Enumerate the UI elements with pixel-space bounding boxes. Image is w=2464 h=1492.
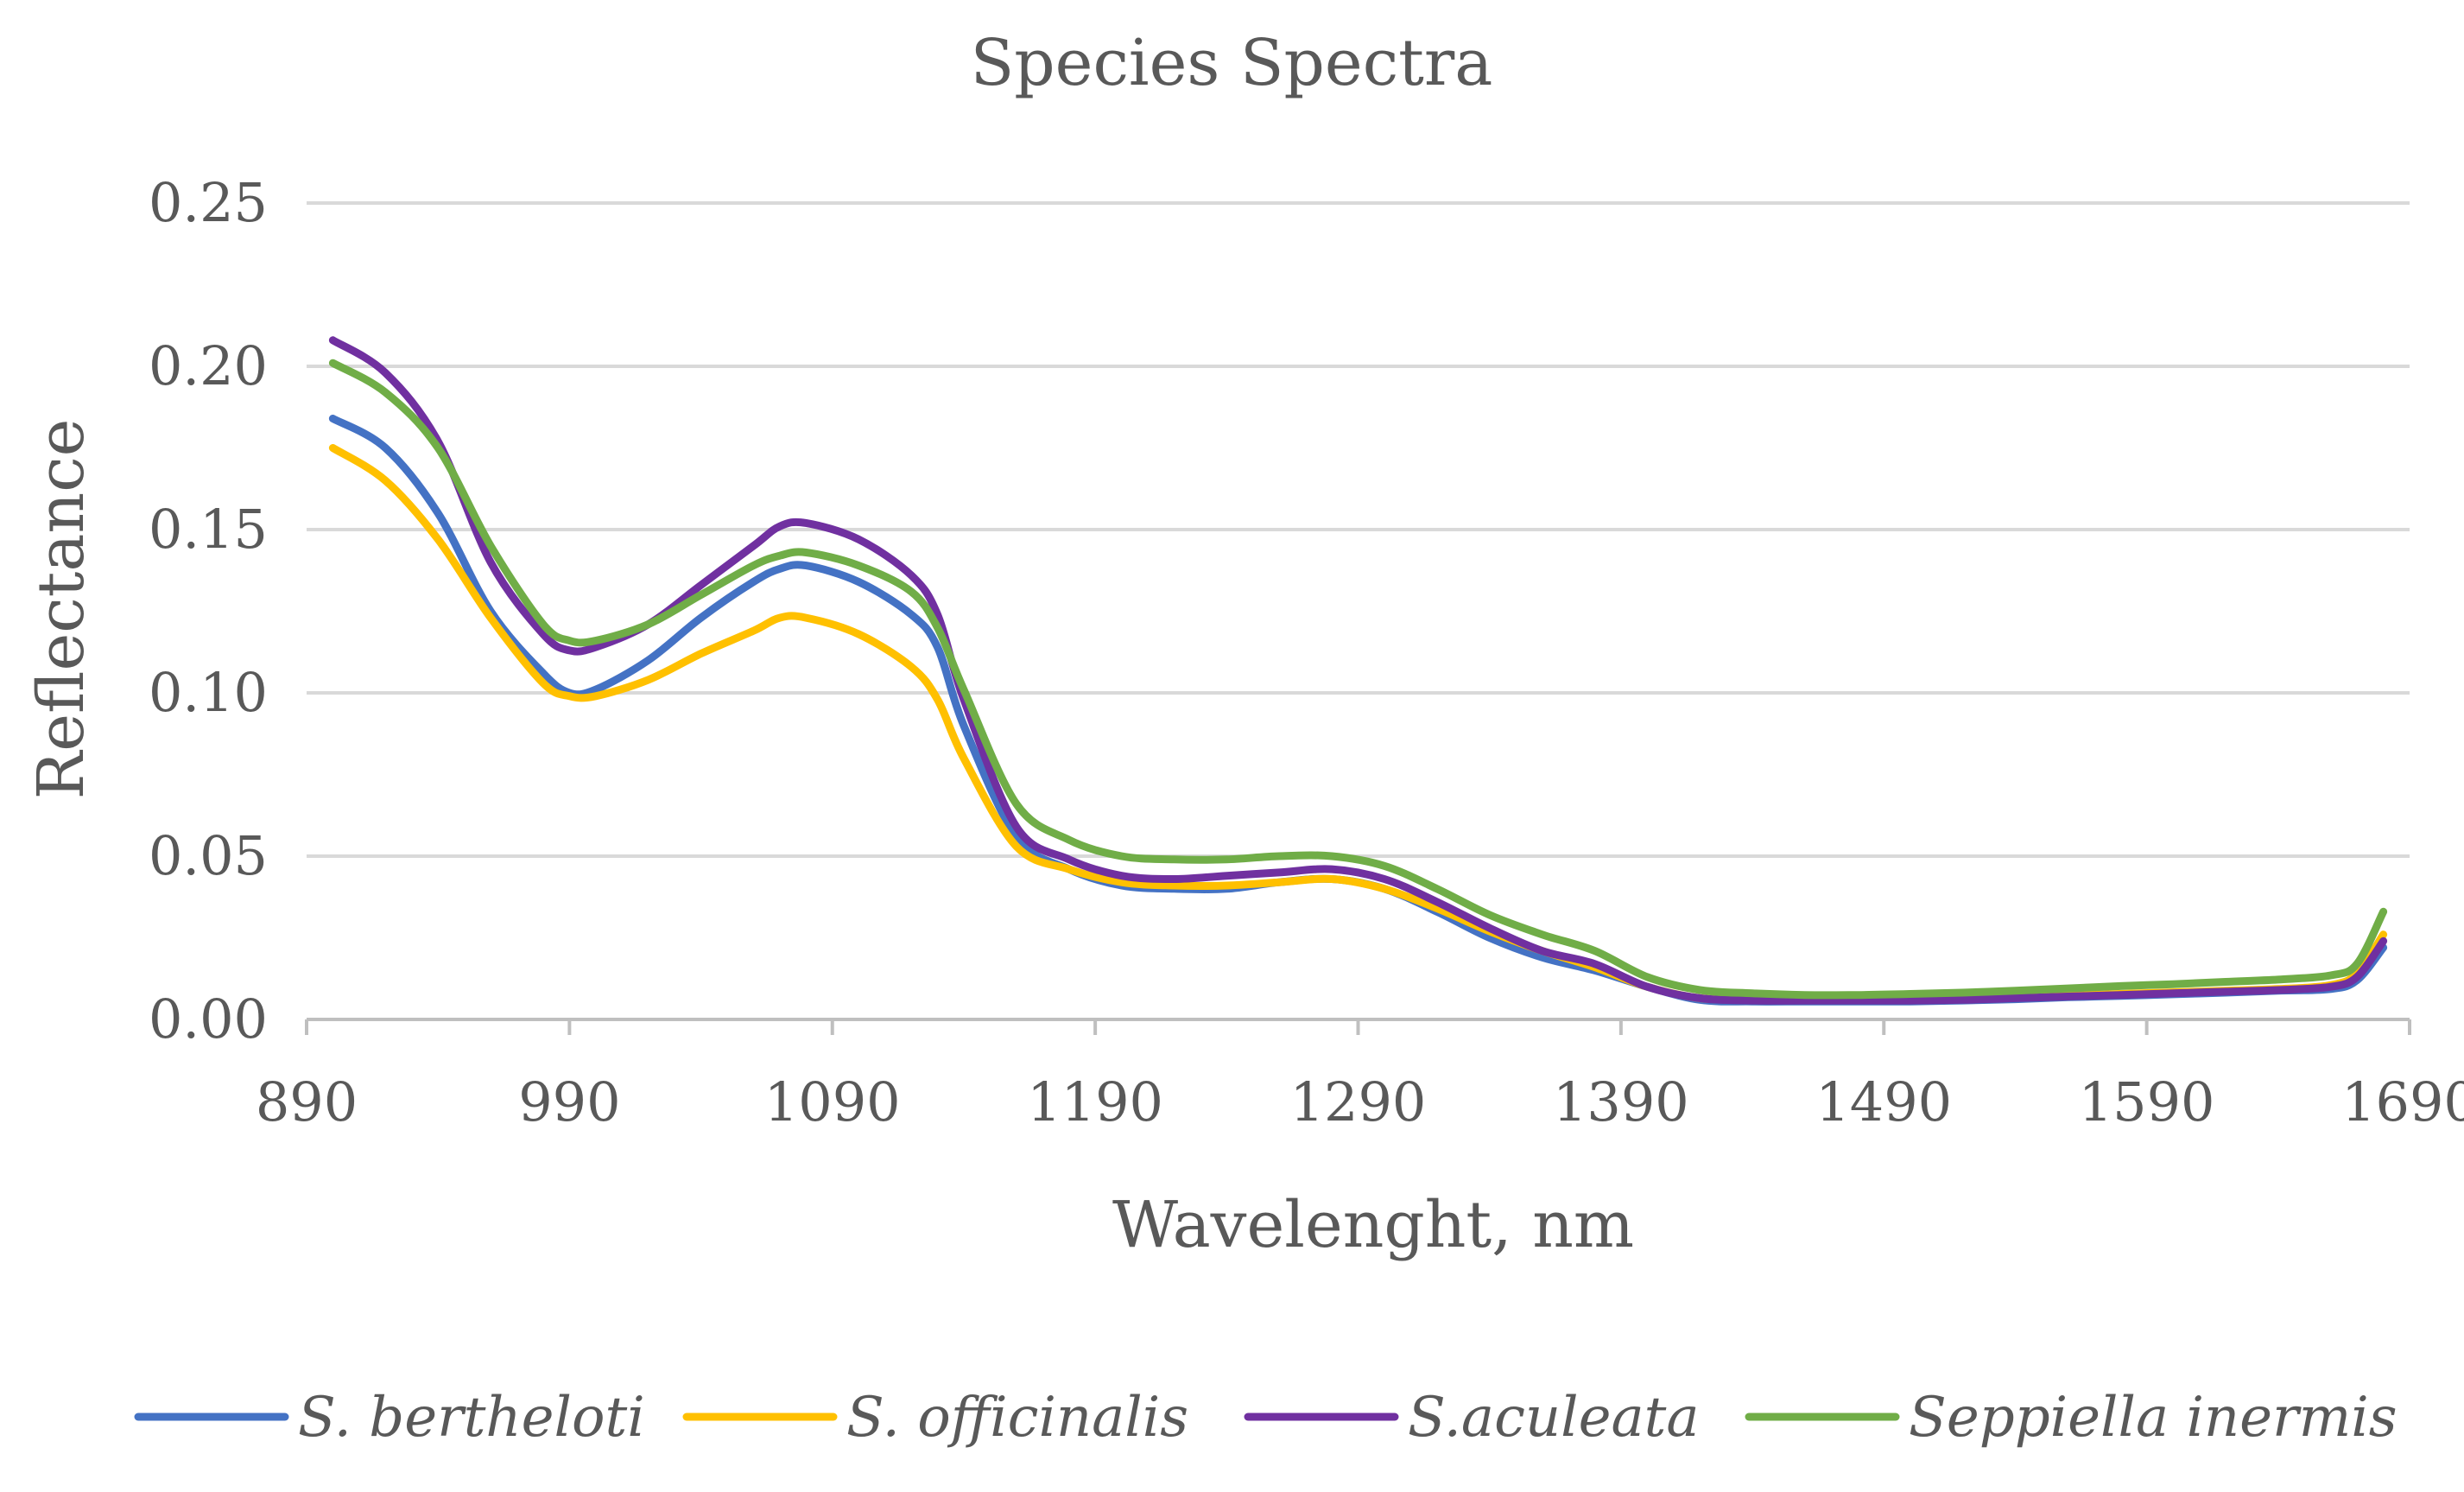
x-axis-title: Wavelenght, nm: [1112, 1188, 1634, 1262]
y-axis-ticks: 0.00 0.05 0.10 0.15 0.20 0.25: [149, 171, 268, 1051]
series-line-3: [328, 359, 2388, 1000]
x-tick-label: 1090: [764, 1070, 901, 1133]
legend: S. bertheloti S. officinalis S.aculeata Sep…: [134, 1386, 2397, 1450]
x-axis-ticks: 890 990 1090 1190 1290 1390 1490 1590 1690: [256, 1019, 2464, 1133]
y-tick-label: 0.15: [149, 498, 268, 561]
x-tick-label: 1390: [1553, 1070, 1689, 1133]
series-line-2: [328, 336, 2388, 1005]
legend-label-3: Seppiella inermis: [1909, 1386, 2397, 1450]
legend-label-0: S. bertheloti: [298, 1386, 645, 1450]
series-lines: [328, 336, 2388, 1006]
y-tick-label: 0.00: [149, 987, 268, 1051]
series-line-0: [328, 415, 2388, 1006]
x-tick-label: 890: [256, 1070, 358, 1133]
x-tick-label: 1290: [1290, 1070, 1427, 1133]
x-tick-label: 1590: [2079, 1070, 2215, 1133]
legend-label-2: S.aculeata: [1408, 1386, 1700, 1450]
chart-title: Species Spectra: [971, 26, 1493, 100]
y-tick-label: 0.05: [149, 824, 268, 887]
x-tick-label: 1490: [1815, 1070, 1952, 1133]
y-axis-title: Reflectance: [24, 419, 98, 800]
y-tick-label: 0.10: [149, 661, 268, 724]
legend-label-1: S. officinalis: [846, 1386, 1188, 1450]
y-tick-label: 0.20: [149, 334, 268, 397]
y-tick-label: 0.25: [149, 171, 268, 234]
gridlines: [307, 201, 2410, 1021]
x-tick-label: 1190: [1027, 1070, 1163, 1133]
x-tick-label: 990: [518, 1070, 620, 1133]
x-tick-label: 1690: [2341, 1070, 2464, 1133]
